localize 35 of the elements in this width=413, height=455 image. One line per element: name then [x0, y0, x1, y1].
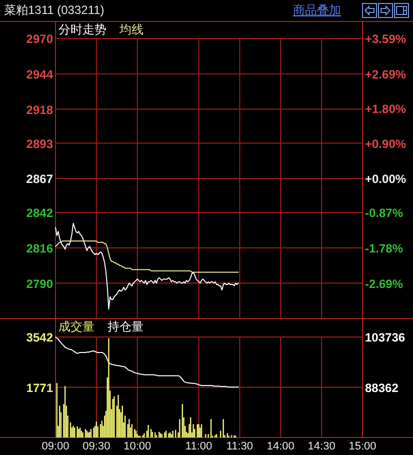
x-tick-label: 09:30 [82, 440, 110, 452]
x-tick-label: 10:00 [124, 440, 152, 452]
y-tick-label: 2970 [26, 32, 54, 46]
text: 商品叠加 [293, 3, 341, 18]
y-tick-label: 3542 [26, 330, 54, 345]
x-tick-label: 15:00 [348, 440, 376, 452]
y2-tick-label: +3.59% [365, 32, 406, 46]
y2-tick-label: +0.90% [365, 137, 406, 152]
y-tick-label: 1771 [26, 380, 54, 395]
y2-tick-label: -2.69% [365, 277, 404, 292]
y2-tick-label: 88362 [365, 380, 399, 395]
line-series [55, 336, 239, 388]
y-tick-label: 2867 [26, 172, 54, 186]
y-tick-label: 2944 [26, 68, 54, 82]
y2-tick-label: +0.00% [365, 172, 406, 186]
line-series [55, 240, 239, 273]
y-tick-label: 2816 [26, 241, 54, 256]
y-tick-label: 2842 [26, 206, 54, 220]
x-tick-label: 11:30 [226, 440, 254, 452]
y2-tick-label: -1.78% [365, 242, 404, 256]
y-tick-label: 2918 [26, 102, 54, 117]
x-tick-label: 11:00 [185, 440, 212, 452]
chart-title: 菜粕1311 (033211) [4, 3, 104, 18]
y-tick-label: 2790 [26, 276, 54, 291]
x-tick-label: 14:00 [266, 440, 294, 452]
y2-tick-label: +1.80% [365, 102, 406, 116]
y-tick-label: 2893 [26, 136, 54, 151]
y2-tick-label: +2.69% [365, 67, 406, 82]
x-tick-label: 09:00 [42, 440, 70, 452]
y2-tick-label: 103736 [365, 330, 406, 345]
x-tick-label: 14:30 [308, 440, 336, 452]
line-series [55, 222, 239, 310]
y2-tick-label: -0.87% [365, 206, 404, 220]
legend: 成交量 持仓量 [58, 320, 144, 334]
legend: 分时走势 均线 [58, 22, 144, 37]
